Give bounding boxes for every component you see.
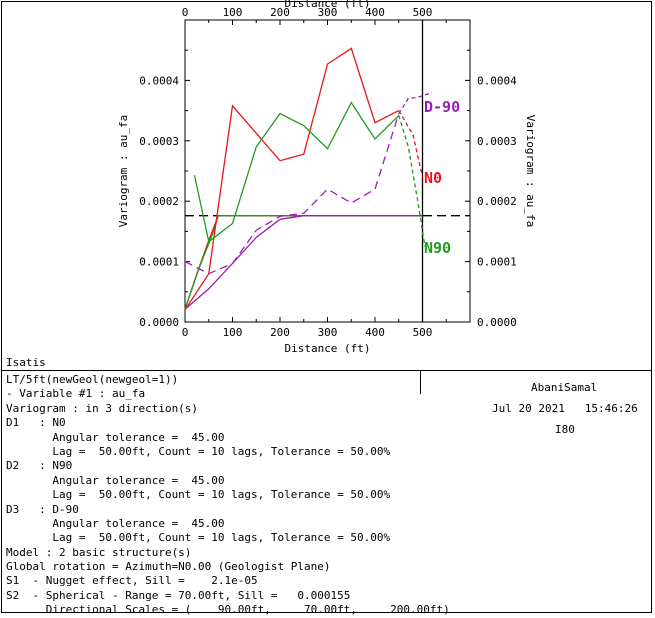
chart-series bbox=[184, 47, 433, 311]
y-tick-label: 0.0004 bbox=[139, 74, 179, 87]
info-line: Variogram : in 3 direction(s) bbox=[6, 401, 199, 415]
model-curve bbox=[184, 215, 423, 310]
x-tick-label: 0 bbox=[182, 326, 189, 339]
info-line: Angular tolerance = 45.00 bbox=[6, 430, 225, 444]
info-line: Global rotation = Azimuth=N0.00 (Geologi… bbox=[6, 560, 331, 574]
x-tick-label: 200 bbox=[270, 326, 290, 339]
y-tick-label: 0.0000 bbox=[477, 316, 517, 329]
info-line: S1 - Nugget effect, Sill = 2.1e-05 bbox=[6, 574, 258, 588]
series-line-d-90 bbox=[184, 113, 400, 275]
info-line: Directional Scales = ( 90.00ft, 70.00ft,… bbox=[6, 603, 450, 617]
model-curve bbox=[184, 215, 423, 310]
info-line: LT/5ft(newGeol(newgeol=1)) bbox=[6, 373, 179, 386]
x-tick-label: 400 bbox=[365, 6, 385, 19]
x-tick-label: 400 bbox=[365, 326, 385, 339]
series-line-n0 bbox=[184, 47, 400, 311]
info-line: Angular tolerance = 45.00 bbox=[6, 516, 225, 530]
info-line: Angular tolerance = 45.00 bbox=[6, 473, 225, 487]
parameter-listing: LT/5ft(newGeol(newgeol=1)) - Variable #1 … bbox=[6, 373, 450, 618]
info-line: Model : 2 basic structure(s) bbox=[6, 545, 192, 559]
y-tick-label: 0.0001 bbox=[139, 256, 179, 269]
x-tick-label: 300 bbox=[318, 6, 338, 19]
x-tick-label: 0 bbox=[182, 6, 189, 19]
x-axis-label: Distance (ft) bbox=[284, 0, 370, 10]
x-tick-label: 100 bbox=[223, 6, 243, 19]
x-axis-label: Distance (ft) bbox=[284, 342, 370, 355]
user-name: AbaniSamal bbox=[531, 381, 598, 394]
series-extension-n90 bbox=[398, 115, 426, 247]
series-line-n90 bbox=[193, 101, 400, 243]
y-tick-label: 0.0002 bbox=[139, 195, 179, 208]
model-curve bbox=[184, 215, 423, 310]
x-tick-label: 200 bbox=[270, 6, 290, 19]
app-label: Isatis bbox=[6, 356, 46, 369]
series-extension-n0 bbox=[398, 110, 424, 178]
series-label: N90 bbox=[424, 239, 451, 257]
info-line: Lag = 50.00ft, Count = 10 lags, Toleranc… bbox=[6, 444, 391, 458]
y-tick-label: 0.0003 bbox=[139, 135, 179, 148]
horizontal-divider bbox=[1, 370, 652, 371]
y-tick-label: 0.0004 bbox=[477, 74, 517, 87]
vertical-divider bbox=[420, 370, 421, 394]
variogram-chart: 0 0 100 100 200 200 300 300 400 400 500 500 0.0000 0.… bbox=[117, 0, 537, 355]
chart-labels: 0 0 100 100 200 200 300 300 400 400 500 500 0.0000 0.… bbox=[117, 0, 537, 355]
y-axis-label: Variogram : au_fa bbox=[117, 115, 130, 228]
info-line: Lag = 50.00ft, Count = 10 lags, Toleranc… bbox=[6, 531, 391, 545]
y-tick-label: 0.0001 bbox=[477, 256, 517, 269]
info-line: S2 - Spherical - Range = 70.00ft, Sill =… bbox=[6, 588, 351, 602]
x-tick-label: 500 bbox=[413, 6, 433, 19]
plot-code: I80 bbox=[555, 423, 575, 436]
series-extension-d-90 bbox=[398, 91, 433, 114]
x-tick-label: 500 bbox=[413, 326, 433, 339]
info-line: Lag = 50.00ft, Count = 10 lags, Toleranc… bbox=[6, 488, 391, 502]
y-tick-label: 0.0003 bbox=[477, 135, 517, 148]
y-tick-label: 0.0002 bbox=[477, 195, 517, 208]
series-label: N0 bbox=[424, 169, 442, 187]
y-tick-label: 0.0000 bbox=[139, 316, 179, 329]
y-axis-label: Variogram : au_fa bbox=[524, 115, 537, 228]
info-line: - Variable #1 : au_fa bbox=[6, 387, 146, 401]
x-tick-label: 100 bbox=[223, 326, 243, 339]
x-tick-label: 300 bbox=[318, 326, 338, 339]
info-line: D2 : N90 bbox=[6, 459, 73, 473]
info-line: D1 : N0 bbox=[6, 416, 66, 430]
series-label: D-90 bbox=[424, 98, 460, 116]
info-line: D3 : D-90 bbox=[6, 502, 79, 516]
timestamp: Jul 20 2021 15:46:26 bbox=[492, 402, 638, 415]
